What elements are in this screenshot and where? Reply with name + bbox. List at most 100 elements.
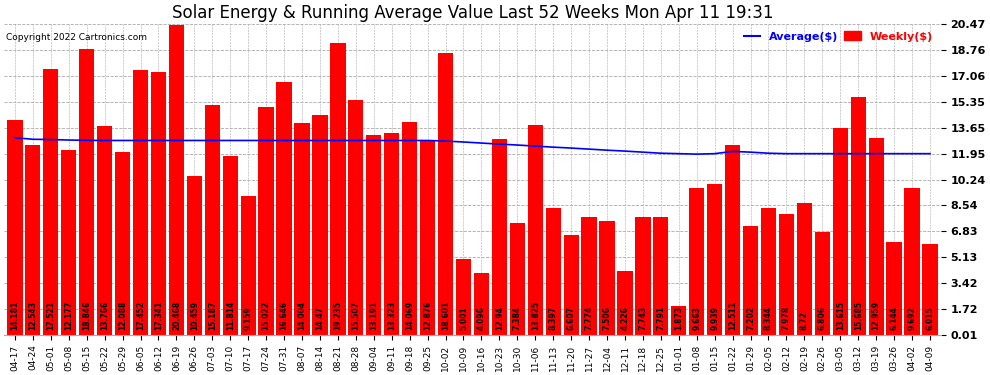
Text: 7.202: 7.202 — [746, 306, 755, 330]
Bar — [797, 202, 812, 335]
Text: 14.004: 14.004 — [298, 301, 307, 330]
Title: Solar Energy & Running Average Value Last 52 Weeks Mon Apr 11 19:31: Solar Energy & Running Average Value Las… — [171, 4, 773, 22]
Bar — [294, 123, 310, 335]
Bar — [79, 49, 94, 335]
Text: 7.743: 7.743 — [639, 306, 647, 330]
Text: 8.72: 8.72 — [800, 311, 809, 330]
Bar — [868, 138, 884, 335]
Text: 11.814: 11.814 — [226, 301, 235, 330]
Bar — [779, 214, 794, 335]
Text: 9.159: 9.159 — [244, 306, 252, 330]
Text: 12.543: 12.543 — [29, 301, 38, 330]
Bar — [815, 232, 830, 335]
Text: 7.978: 7.978 — [782, 306, 791, 330]
Bar — [636, 217, 650, 335]
Text: 6.607: 6.607 — [566, 306, 575, 330]
Text: 1.873: 1.873 — [674, 306, 683, 330]
Text: 14.181: 14.181 — [11, 301, 20, 330]
Text: 6.144: 6.144 — [890, 306, 899, 330]
Text: 10.459: 10.459 — [190, 301, 199, 330]
Bar — [886, 242, 902, 335]
Text: 19.235: 19.235 — [334, 301, 343, 330]
Text: 4.226: 4.226 — [621, 306, 630, 330]
Text: 13.191: 13.191 — [369, 301, 378, 330]
Bar — [168, 24, 184, 335]
Bar — [223, 156, 238, 335]
Bar — [581, 217, 597, 335]
Bar — [689, 188, 704, 335]
Bar — [61, 150, 76, 335]
Text: 12.088: 12.088 — [118, 301, 127, 330]
Bar — [205, 105, 220, 335]
Bar — [438, 53, 453, 335]
Text: 12.177: 12.177 — [64, 301, 73, 330]
Bar — [905, 188, 920, 335]
Bar — [492, 139, 507, 335]
Text: 15.685: 15.685 — [853, 301, 862, 330]
Text: 13.323: 13.323 — [387, 301, 396, 330]
Bar — [923, 244, 938, 335]
Bar — [7, 120, 23, 335]
Bar — [599, 221, 615, 335]
Bar — [510, 223, 525, 335]
Text: 9.939: 9.939 — [710, 306, 719, 330]
Text: 12.876: 12.876 — [423, 301, 432, 330]
Text: 9.663: 9.663 — [692, 306, 701, 330]
Text: 15.187: 15.187 — [208, 301, 217, 330]
Text: 18.601: 18.601 — [441, 301, 450, 330]
Bar — [671, 306, 686, 335]
Text: 20.468: 20.468 — [172, 301, 181, 330]
Bar — [115, 152, 131, 335]
Bar — [312, 116, 328, 335]
Bar — [742, 226, 758, 335]
Bar — [150, 72, 166, 335]
Text: 12.511: 12.511 — [728, 301, 738, 330]
Text: 12.959: 12.959 — [871, 301, 881, 330]
Bar — [258, 107, 274, 335]
Bar — [331, 43, 346, 335]
Text: 7.774: 7.774 — [584, 306, 594, 330]
Bar — [455, 259, 471, 335]
Text: 9.692: 9.692 — [908, 306, 917, 330]
Text: 6.806: 6.806 — [818, 306, 827, 330]
Bar — [26, 145, 41, 335]
Bar — [653, 217, 668, 335]
Text: 18.846: 18.846 — [82, 301, 91, 330]
Bar — [850, 97, 866, 335]
Bar — [618, 271, 633, 335]
Bar — [528, 125, 543, 335]
Bar — [276, 82, 292, 335]
Text: 4.096: 4.096 — [477, 306, 486, 330]
Text: 17.452: 17.452 — [136, 301, 145, 330]
Bar — [761, 209, 776, 335]
Text: 6.015: 6.015 — [926, 306, 935, 330]
Text: 13.615: 13.615 — [836, 301, 844, 330]
Text: 16.646: 16.646 — [279, 301, 288, 330]
Bar — [725, 145, 741, 335]
Text: 15.507: 15.507 — [351, 301, 360, 330]
Text: 17.341: 17.341 — [154, 301, 163, 330]
Text: 17.521: 17.521 — [47, 301, 55, 330]
Bar — [707, 184, 723, 335]
Text: 13.825: 13.825 — [531, 301, 540, 330]
Bar — [241, 196, 255, 335]
Bar — [97, 126, 112, 335]
Text: 7.506: 7.506 — [603, 306, 612, 330]
Bar — [402, 122, 417, 335]
Bar — [563, 235, 579, 335]
Text: 13.766: 13.766 — [100, 301, 109, 330]
Bar — [187, 176, 202, 335]
Bar — [384, 133, 399, 335]
Text: 8.397: 8.397 — [548, 306, 557, 330]
Bar — [366, 135, 381, 335]
Text: 14.069: 14.069 — [405, 301, 414, 330]
Text: 5.001: 5.001 — [459, 306, 468, 330]
Text: 7.384: 7.384 — [513, 306, 522, 330]
Bar — [133, 70, 148, 335]
Bar — [44, 69, 58, 335]
Text: 8.344: 8.344 — [764, 306, 773, 330]
Text: 7.791: 7.791 — [656, 306, 665, 330]
Bar — [348, 100, 363, 335]
Legend: Average($), Weekly($): Average($), Weekly($) — [742, 29, 936, 44]
Bar — [833, 128, 847, 335]
